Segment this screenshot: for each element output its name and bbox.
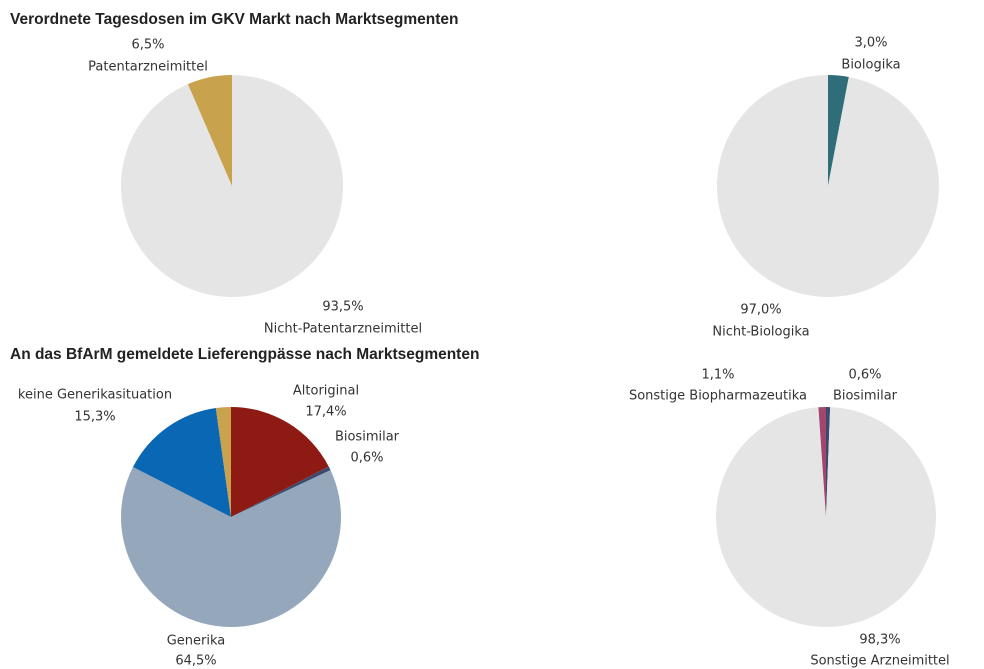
slice-value: 0,6% (848, 368, 881, 383)
slice-label: Nicht-Patentarzneimittel (264, 322, 422, 337)
pie-slice (187, 75, 232, 186)
slice-value: 98,3% (859, 633, 900, 648)
pie-slice (132, 408, 231, 517)
slice-value: 3,0% (854, 36, 887, 51)
pie-slice (716, 407, 937, 627)
slice-label: Biologika (841, 58, 900, 73)
slice-label: Sonstige Arzneimittel (810, 654, 949, 669)
slice-label: Altoriginal (293, 384, 359, 399)
slice-value: 15,3% (74, 410, 115, 425)
slice-value: 93,5% (322, 300, 363, 315)
slice-label: Patentarzneimittel (88, 60, 208, 75)
slice-value: 6,5% (131, 38, 164, 53)
slice-value: 17,4% (305, 405, 346, 420)
pie-slice (231, 466, 331, 517)
slice-value: 64,5% (175, 654, 216, 669)
slice-label: Biosimilar (335, 430, 400, 445)
pie-slice (231, 407, 329, 517)
slice-value: 97,0% (740, 303, 781, 318)
pie-slice (215, 407, 231, 517)
slice-label: Nicht-Biologika (712, 325, 809, 340)
section-title: Verordnete Tagesdosen im GKV Markt nach … (10, 11, 458, 28)
pie-slice (818, 407, 826, 517)
slice-label: keine Generikasituation (18, 388, 172, 403)
pie-slice (717, 75, 939, 297)
pie-slice (121, 467, 341, 627)
slice-value: 1,1% (701, 368, 734, 383)
pie-slice (826, 407, 831, 517)
pie-slice (828, 75, 849, 186)
slice-label: Biosimilar (833, 389, 898, 404)
pie-slice (121, 75, 344, 297)
slice-label: Sonstige Biopharmazeutika (629, 389, 807, 404)
slice-value: 0,6% (350, 451, 383, 466)
section-title: An das BfArM gemeldete Lieferengpässe na… (10, 346, 479, 363)
slice-label: Generika (167, 634, 226, 649)
